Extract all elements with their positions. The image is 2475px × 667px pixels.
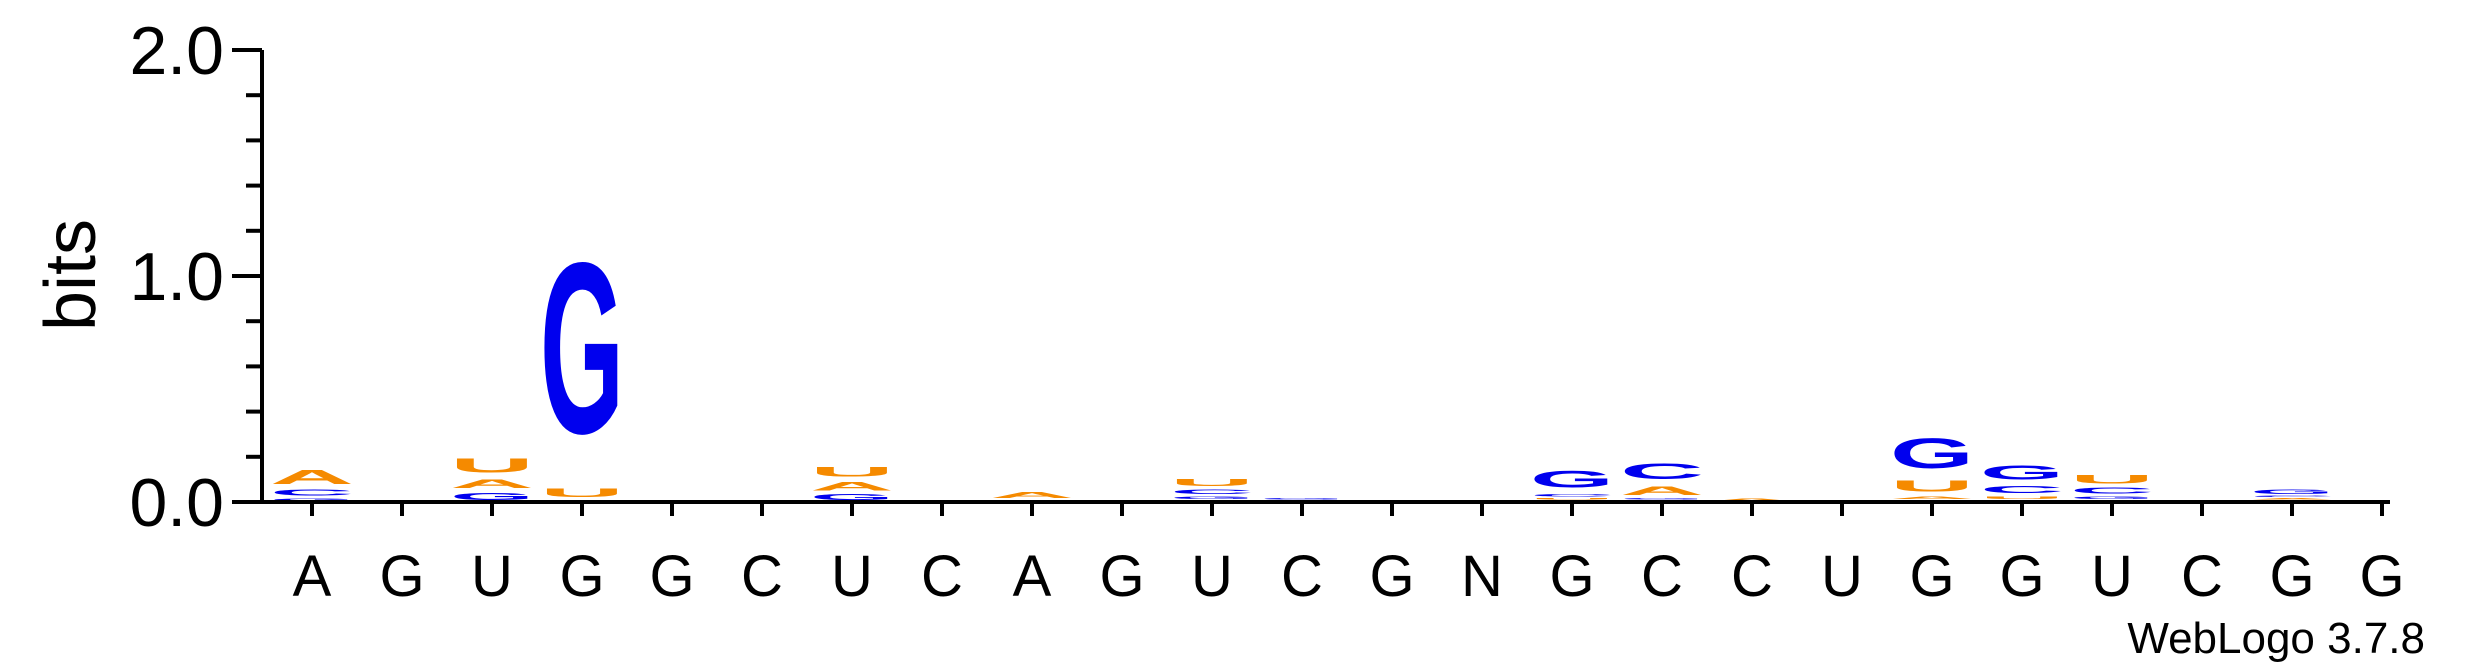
y-tick-label: 2.0 xyxy=(129,13,224,89)
glyph-U: U xyxy=(1170,477,1254,488)
glyph-C: C xyxy=(1170,488,1254,495)
x-tick-label: A xyxy=(1013,544,1052,609)
x-tick-label: U xyxy=(2091,544,2133,609)
glyph-U: U xyxy=(1530,498,1614,500)
glyph-C: C xyxy=(270,488,354,497)
glyph-A: A xyxy=(810,479,894,493)
x-tick-label: U xyxy=(1191,544,1233,609)
x-tick-label: G xyxy=(1099,544,1144,609)
x-tick-label: U xyxy=(471,544,513,609)
glyph-A: A xyxy=(1710,498,1794,502)
glyph-U: U xyxy=(810,464,894,480)
glyph-G: G xyxy=(270,498,354,502)
x-tick-label: G xyxy=(559,544,604,609)
glyph-A: A xyxy=(450,477,534,491)
x-tick-label: C xyxy=(1641,544,1683,609)
glyph-G: G xyxy=(540,213,624,486)
x-tick-label: C xyxy=(741,544,783,609)
glyph-C: C xyxy=(2070,486,2154,495)
glyph-G: G xyxy=(1530,466,1614,493)
axes: 0.01.02.0A G U G G C U C A G U C G N G C C U G G U C G G xyxy=(129,13,2404,609)
y-tick-label: 0.0 xyxy=(129,465,224,541)
x-tick-label: N xyxy=(1461,544,1503,609)
glyph-U: U xyxy=(2070,473,2154,487)
x-tick-label: C xyxy=(921,544,963,609)
glyph-G: G xyxy=(1170,495,1254,499)
glyph-G: G xyxy=(1980,462,2064,484)
glyph-G: G xyxy=(810,493,894,502)
glyph-A: A xyxy=(1620,484,1704,498)
glyph-U: U xyxy=(540,486,624,500)
x-tick-label: G xyxy=(1369,544,1414,609)
x-tick-label: G xyxy=(649,544,694,609)
x-tick-label: G xyxy=(1549,544,1594,609)
x-tick-label: C xyxy=(1281,544,1323,609)
glyph-G: G xyxy=(1260,497,1344,499)
x-tick-label: U xyxy=(1821,544,1863,609)
x-tick-label: G xyxy=(1909,544,1954,609)
x-tick-label: G xyxy=(2359,544,2404,609)
glyph-A: A xyxy=(1890,495,1974,499)
glyph-C: C xyxy=(2250,495,2334,497)
glyph-stacks: GCAGAUAUGGGAUGAAGCUAGAUCGUGACACAUGAUCGAG… xyxy=(270,213,2334,502)
glyph-C: C xyxy=(1980,484,2064,495)
glyph-G: G xyxy=(2070,495,2154,499)
weblogo-watermark: WebLogo 3.7.8 xyxy=(2127,614,2425,663)
x-tick-label: G xyxy=(1999,544,2044,609)
y-axis-label: bits xyxy=(31,219,111,331)
x-tick-label: C xyxy=(1731,544,1773,609)
glyph-G: G xyxy=(1620,497,1704,499)
x-tick-label: U xyxy=(831,544,873,609)
glyph-C: C xyxy=(1530,493,1614,497)
glyph-G: G xyxy=(450,491,534,502)
glyph-G: G xyxy=(2250,489,2334,496)
glyph-C: C xyxy=(1620,459,1704,484)
x-tick-label: G xyxy=(2269,544,2314,609)
y-tick-label: 1.0 xyxy=(129,239,224,315)
x-tick-label: C xyxy=(2181,544,2223,609)
glyph-U: U xyxy=(1980,495,2064,499)
x-tick-label: A xyxy=(293,544,332,609)
glyph-A: A xyxy=(2250,498,2334,500)
glyph-U: U xyxy=(450,454,534,477)
x-tick-label: G xyxy=(379,544,424,609)
glyph-G: G xyxy=(1890,430,1974,477)
glyph-U: U xyxy=(1890,477,1974,495)
glyph-A: A xyxy=(990,491,1074,500)
glyph-A: A xyxy=(270,466,354,489)
